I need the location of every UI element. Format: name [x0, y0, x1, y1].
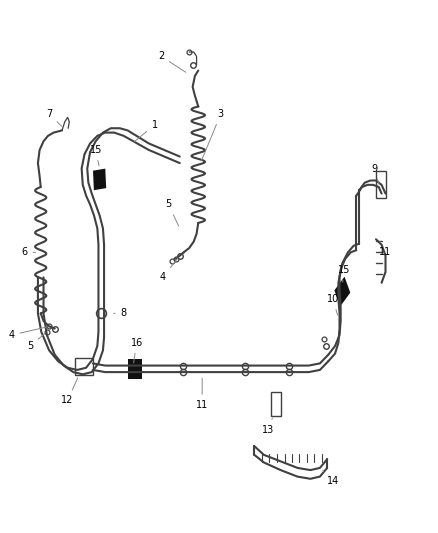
- Text: 11: 11: [379, 241, 392, 257]
- Bar: [127, 359, 142, 378]
- Text: 4: 4: [8, 327, 46, 340]
- Bar: [75, 358, 93, 375]
- Bar: [271, 392, 281, 416]
- Bar: [376, 171, 386, 198]
- Text: 2: 2: [158, 51, 186, 72]
- Text: 1: 1: [134, 120, 158, 142]
- Text: 5: 5: [27, 334, 45, 351]
- Text: 9: 9: [371, 164, 379, 184]
- Text: 13: 13: [261, 418, 274, 435]
- Text: 12: 12: [61, 378, 78, 406]
- Text: 16: 16: [131, 338, 143, 363]
- Text: 3: 3: [201, 109, 224, 160]
- Bar: [334, 277, 350, 306]
- Text: 6: 6: [21, 247, 35, 257]
- Text: 14: 14: [323, 470, 339, 486]
- Text: 5: 5: [166, 199, 179, 226]
- Text: 4: 4: [160, 258, 178, 282]
- Text: 10: 10: [327, 294, 339, 315]
- Text: 15: 15: [338, 265, 350, 282]
- Text: 8: 8: [113, 308, 127, 318]
- Bar: [93, 168, 106, 190]
- Text: 11: 11: [196, 378, 208, 410]
- Text: 7: 7: [46, 109, 62, 126]
- Text: 15: 15: [89, 145, 102, 166]
